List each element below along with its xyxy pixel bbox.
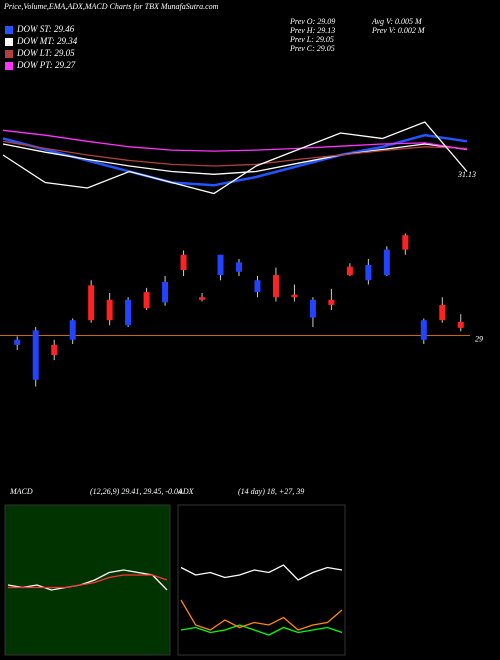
series-line xyxy=(2,143,468,175)
volume-info: Prev V: 0.002 M xyxy=(371,26,426,35)
series-line xyxy=(2,140,468,167)
legend-label: DOW LT: 29.05 xyxy=(16,48,75,58)
panel-subtitle: (12,26,9) 29.41, 29.45, -0.04 xyxy=(90,487,182,496)
candle-body xyxy=(383,249,390,276)
candle-body xyxy=(180,254,187,271)
candle-body xyxy=(106,299,113,321)
volume-info: Avg V: 0.005 M xyxy=(371,17,423,26)
annotation: 31.13 xyxy=(457,170,476,179)
candle-body xyxy=(291,294,298,298)
panel-title: MACD xyxy=(9,487,33,496)
candle-body xyxy=(236,262,242,272)
candle-body xyxy=(69,320,76,340)
candle-body xyxy=(439,304,446,321)
candle-body xyxy=(272,275,279,298)
candle-body xyxy=(14,339,21,345)
candle-body xyxy=(217,254,224,276)
series-line xyxy=(8,574,168,589)
panel-background xyxy=(4,504,171,656)
reference-label: 29 xyxy=(475,334,483,343)
candle-body xyxy=(402,235,409,250)
panel-title: ADX xyxy=(177,487,195,496)
legend-label: DOW PT: 29.27 xyxy=(16,60,76,70)
info: Prev O: 29.09 xyxy=(289,17,335,26)
info: Prev H: 29.13 xyxy=(289,26,335,35)
series-line xyxy=(2,121,468,195)
candle-body xyxy=(32,330,39,380)
candle-body xyxy=(143,292,150,309)
candle-body xyxy=(51,344,58,356)
legend-swatch xyxy=(5,62,13,70)
candle-body xyxy=(162,281,169,303)
panel-subtitle: (14 day) 18, +27, 39 xyxy=(238,487,304,496)
candle-body xyxy=(88,285,95,321)
candle-body xyxy=(328,299,335,305)
series-line xyxy=(180,564,343,581)
candle-body xyxy=(457,321,464,328)
legend-label: DOW MT: 29.34 xyxy=(16,36,78,46)
series-line xyxy=(7,569,168,591)
info: Prev L: 29.05 xyxy=(289,35,334,44)
legend-label: DOW ST: 29.46 xyxy=(16,24,75,34)
panel-background xyxy=(177,504,346,656)
series-line xyxy=(180,599,343,631)
candle-body xyxy=(365,264,372,281)
candle-body xyxy=(254,280,261,293)
legend-swatch xyxy=(5,50,13,58)
chart-title: Price,Volume,EMA,ADX,MACD Charts for TBX… xyxy=(3,2,219,11)
legend-swatch xyxy=(5,26,13,34)
series-line xyxy=(2,129,468,152)
candle-body xyxy=(199,297,206,300)
candle-body xyxy=(309,299,316,318)
candle-body xyxy=(125,299,132,326)
candle-body xyxy=(346,266,353,276)
legend-swatch xyxy=(5,38,13,46)
candle-body xyxy=(420,320,427,340)
series-line xyxy=(180,624,343,636)
info: Prev C: 29.05 xyxy=(289,44,335,53)
